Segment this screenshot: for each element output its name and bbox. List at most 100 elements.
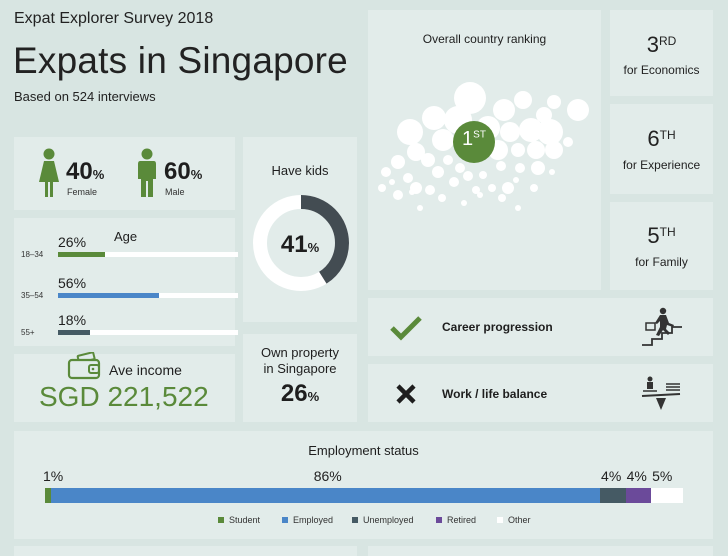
ranking-bubble <box>421 153 435 167</box>
career-climb-icon <box>642 307 682 346</box>
male-value: 60 <box>164 158 191 185</box>
age-card: Age 26% 18–34 56% 35–54 18% 55+ <box>14 218 238 346</box>
page-title: Expats in Singapore <box>13 40 348 81</box>
ranking-bubble <box>513 177 519 183</box>
ranking-bubble <box>493 99 515 121</box>
employment-percent-other: 5% <box>652 468 673 484</box>
ranking-bubble <box>531 161 545 175</box>
ranking-bubble <box>515 163 525 173</box>
ranking-bubble <box>389 179 395 185</box>
ranking-experience-suffix: TH <box>659 128 676 142</box>
age-row-percent: 56% <box>58 275 87 291</box>
age-row-percent: 26% <box>58 234 87 250</box>
ranking-card-family: 5TH for Family <box>610 202 713 290</box>
ranking-bubble <box>393 190 403 200</box>
employment-percent-unemployed: 4% <box>601 468 622 484</box>
age-row-track <box>58 293 238 298</box>
ranking-bubble <box>425 185 435 195</box>
balance-scale-icon <box>641 376 681 410</box>
ranking-bubble <box>407 143 425 161</box>
legend-item-student: Student <box>218 515 260 525</box>
age-row-track <box>58 252 238 257</box>
overall-rank: 1ST <box>454 128 494 151</box>
ranking-bubble-cloud <box>378 82 589 211</box>
age-row: 26% 18–34 <box>14 234 240 274</box>
ranking-card-economics: 3RD for Economics <box>610 10 713 96</box>
legend-swatch <box>218 517 224 523</box>
ranking-bubble <box>527 141 545 159</box>
income-title: Ave income <box>109 362 182 378</box>
subtitle: Based on 524 interviews <box>14 89 156 104</box>
work-life-balance-label: Work / life balance <box>442 387 548 401</box>
income-value: SGD 221,522 <box>39 381 209 412</box>
ranking-card-experience: 6TH for Experience <box>610 104 713 194</box>
legend-swatch <box>352 517 358 523</box>
age-row-range: 55+ <box>21 328 35 337</box>
ranking-bubble <box>549 169 555 175</box>
ranking-family-suffix: TH <box>659 225 676 239</box>
employment-percent-student: 1% <box>43 468 64 484</box>
kids-value: 41 <box>280 231 308 258</box>
ranking-bubble <box>422 106 446 130</box>
legend-label: Employed <box>293 515 334 525</box>
male-unit: % <box>190 167 203 182</box>
legend-swatch <box>497 517 503 523</box>
employment-percent-employed: 86% <box>313 468 342 484</box>
kids-card: Have kids 41% <box>243 137 357 322</box>
ranking-bubble <box>496 161 506 171</box>
male-label: Male <box>165 187 185 197</box>
employment-card: Employment status 1% 86% 4% 4% 5% Student Emp… <box>14 431 713 539</box>
age-row-range: 35–54 <box>21 291 44 300</box>
legend-swatch <box>436 517 442 523</box>
ranking-experience-value: 6 <box>647 126 660 151</box>
kids-title: Have kids <box>271 163 329 178</box>
bottom-card-left <box>14 546 357 556</box>
ranking-experience-label: for Experience <box>622 158 701 172</box>
legend-swatch <box>282 517 288 523</box>
ranking-bubble <box>479 171 487 179</box>
ranking-family-label: for Family <box>635 255 688 269</box>
ranking-bubble <box>477 192 483 198</box>
ranking-bubble <box>537 119 563 145</box>
ranking-bubble <box>514 91 532 109</box>
employment-segment-other <box>651 488 683 503</box>
female-icon <box>39 148 59 197</box>
age-row-range: 18–34 <box>21 250 44 259</box>
ranking-bubble <box>530 184 538 192</box>
overall-rank-number: 1 <box>462 128 474 150</box>
age-row-fill <box>58 330 91 335</box>
ranking-bubble <box>455 163 465 173</box>
ranking-bubble <box>567 99 589 121</box>
ranking-experience-number: 6TH <box>610 126 713 152</box>
property-percent: 26% <box>243 380 357 408</box>
ranking-bubble <box>500 122 520 142</box>
ranking-bubble <box>461 200 467 206</box>
ranking-bubble <box>472 186 480 194</box>
ranking-bubble <box>378 184 386 192</box>
legend-item-unemployed: Unemployed <box>352 515 414 525</box>
employment-title: Employment status <box>308 443 419 458</box>
employment-percent-labels: 1% 86% 4% 4% 5% <box>43 468 683 486</box>
employment-legend: Student Employed Unemployed Retired Other <box>14 515 713 527</box>
legend-item-other: Other <box>497 515 531 525</box>
ranking-bubble <box>438 194 446 202</box>
ranking-bubble <box>545 141 563 159</box>
female-unit: % <box>92 167 105 182</box>
ranking-bubble <box>432 166 444 178</box>
ranking-economics-label: for Economics <box>623 63 700 77</box>
age-row-percent: 18% <box>58 312 87 328</box>
female-label: Female <box>67 187 98 197</box>
ranking-bubble <box>432 129 454 151</box>
employment-percent-retired: 4% <box>626 468 647 484</box>
ranking-bubble <box>397 119 423 145</box>
age-row: 18% 55+ <box>14 312 240 352</box>
property-card: Own property in Singapore 26% <box>243 334 357 422</box>
kids-percent: 41% <box>243 231 357 259</box>
employment-segment-employed <box>51 488 601 503</box>
ranking-family-number: 5TH <box>610 223 713 249</box>
ranking-bubble <box>417 205 423 211</box>
ranking-economics-value: 3 <box>646 32 659 57</box>
employment-segment-retired <box>625 488 652 503</box>
ranking-economics-number: 3RD <box>610 32 713 58</box>
kids-unit: % <box>307 240 320 255</box>
